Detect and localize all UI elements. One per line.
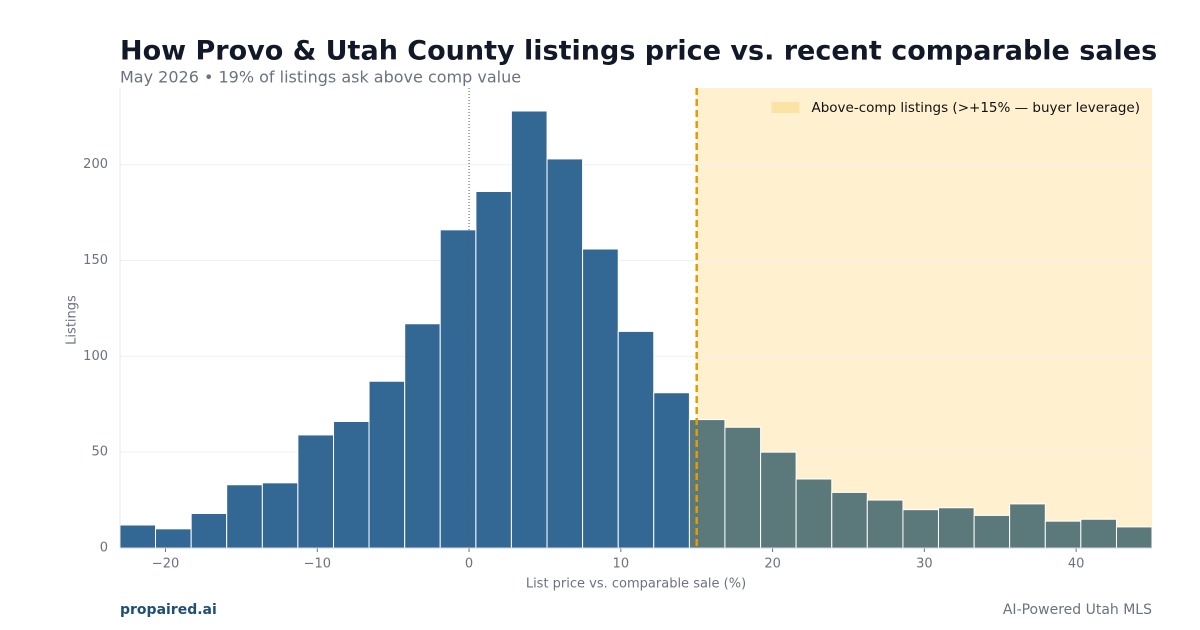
bar — [653, 392, 690, 549]
bar — [866, 499, 904, 549]
bar — [404, 323, 441, 549]
bar — [973, 514, 1011, 549]
footer-brand: propaired.ai — [120, 602, 217, 618]
bar — [1009, 503, 1046, 549]
bar — [226, 484, 263, 549]
y-tick-label: 50 — [91, 445, 108, 460]
bar — [1044, 520, 1082, 549]
y-tick-label: 0 — [100, 541, 108, 556]
bar — [582, 248, 619, 549]
bar — [297, 434, 335, 549]
bar — [724, 426, 762, 549]
y-axis-label: Listings — [65, 295, 80, 345]
bar — [760, 451, 797, 549]
bar — [155, 528, 192, 549]
x-tick-label: 40 — [1068, 557, 1085, 572]
legend-label: Above-comp listings (>+15% — buyer lever… — [811, 100, 1140, 116]
bar — [119, 524, 157, 549]
bar — [617, 330, 655, 549]
footer-tagline: AI-Powered Utah MLS — [1003, 602, 1152, 618]
x-tick-label: −20 — [152, 557, 179, 572]
bar — [795, 478, 833, 549]
y-tick-label: 150 — [83, 253, 108, 268]
chart-subtitle: May 2026 • 19% of listings ask above com… — [120, 68, 521, 87]
y-tick-label: 100 — [83, 349, 108, 364]
bar — [475, 191, 512, 549]
chart-title: How Provo & Utah County listings price v… — [120, 36, 1157, 67]
legend-swatch — [771, 102, 800, 113]
y-tick-label: 200 — [83, 157, 108, 172]
bar — [510, 110, 548, 549]
bar — [1080, 518, 1117, 549]
bar — [368, 380, 406, 549]
x-tick-label: −10 — [304, 557, 331, 572]
bar — [261, 482, 299, 549]
bar — [937, 507, 975, 549]
bar — [546, 158, 584, 549]
x-tick-label: 30 — [916, 557, 933, 572]
x-axis-label: List price vs. comparable sale (%) — [526, 577, 746, 592]
bar — [688, 419, 726, 549]
bar — [439, 229, 477, 549]
x-tick-label: 10 — [613, 557, 630, 572]
bar — [902, 509, 939, 549]
x-tick-label: 20 — [764, 557, 781, 572]
bar — [333, 421, 370, 549]
bar — [190, 513, 228, 549]
bar — [1115, 526, 1153, 549]
x-tick-label: 0 — [465, 557, 473, 572]
bar — [831, 491, 868, 549]
